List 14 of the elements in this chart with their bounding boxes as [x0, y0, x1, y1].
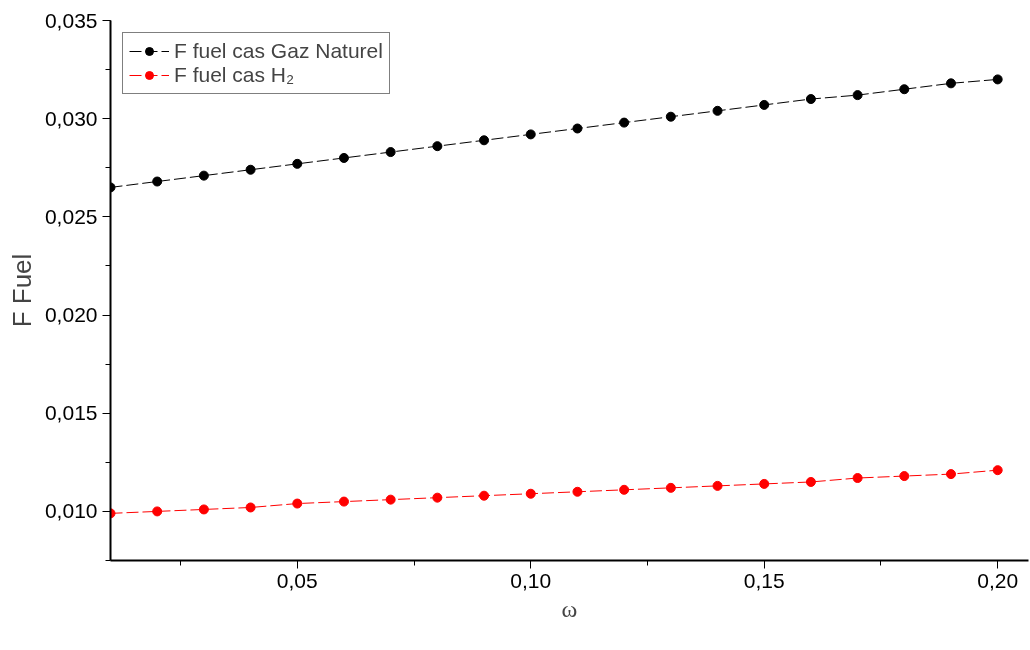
x-tick-label: 0,05 [276, 568, 318, 592]
legend-label: F fuel cas Gaz Naturel [174, 39, 383, 63]
y-tick-label: 0,025 [44, 204, 98, 228]
x-axis-title: ω [561, 595, 578, 622]
y-axis-title: F Fuel [6, 253, 37, 328]
x-tick-label: 0,15 [743, 568, 785, 592]
y-tick-label: 0,015 [44, 401, 98, 425]
x-tick-label: 0,20 [977, 568, 1019, 592]
x-tick-label: 0,10 [510, 568, 552, 592]
y-tick-label: 0,010 [44, 499, 98, 523]
y-tick-label: 0,020 [44, 303, 98, 327]
y-tick-label: 0,030 [44, 106, 98, 130]
legend-label: F fuel cas H₂ [174, 63, 295, 87]
y-tick-label: 0,035 [44, 8, 98, 32]
